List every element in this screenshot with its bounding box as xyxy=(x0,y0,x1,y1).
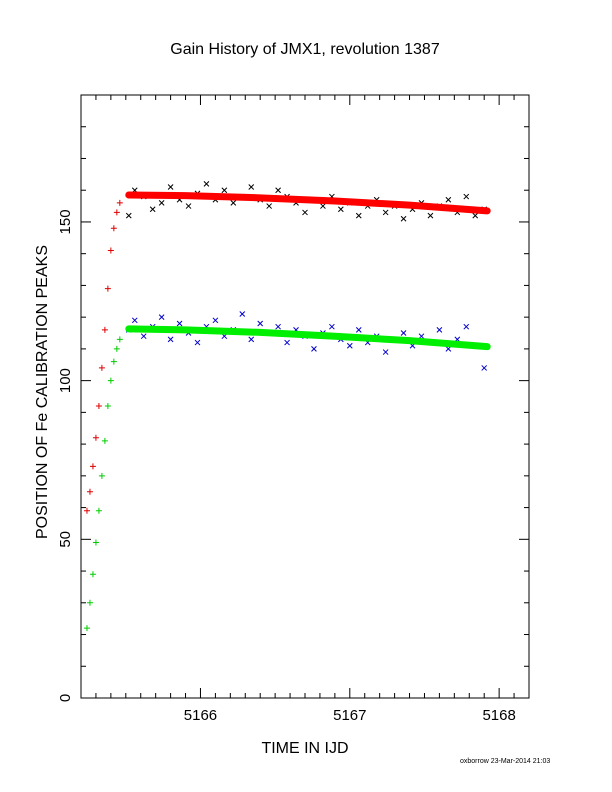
data-point xyxy=(481,365,488,371)
data-point xyxy=(337,206,344,213)
footer-credit: oxborrow 23-Mar-2014 21:03 xyxy=(460,758,551,765)
fit-line xyxy=(125,191,491,215)
data-point xyxy=(230,200,237,206)
data-point xyxy=(83,625,90,632)
data-point xyxy=(355,326,362,333)
data-point xyxy=(302,209,308,216)
data-point xyxy=(86,488,93,495)
fit-line xyxy=(125,325,491,351)
data-point xyxy=(113,209,120,216)
data-point xyxy=(355,212,362,219)
x-tick-label: 5167 xyxy=(333,707,366,724)
data-point xyxy=(257,320,264,327)
data-point xyxy=(98,472,105,479)
data-point xyxy=(320,203,326,209)
data-point xyxy=(382,209,389,216)
data-point xyxy=(158,200,165,206)
data-point xyxy=(110,225,117,232)
y-tick-label: 150 xyxy=(57,209,74,234)
data-point xyxy=(92,434,99,441)
data-point xyxy=(194,339,201,346)
data-point xyxy=(101,326,108,333)
data-point xyxy=(101,437,108,444)
data-point xyxy=(346,342,353,349)
data-point xyxy=(203,181,210,187)
data-point xyxy=(140,333,147,340)
data-point xyxy=(212,317,219,324)
data-point xyxy=(463,323,470,330)
y-axis: 0 50 100 150 xyxy=(57,94,529,702)
data-point xyxy=(472,212,479,219)
data-point xyxy=(275,323,281,330)
data-point xyxy=(158,314,165,321)
data-point xyxy=(185,203,192,209)
data-point xyxy=(104,403,111,410)
y-axis-label: POSITION OF Fe CALIBRATION PEAKS xyxy=(34,245,51,539)
data-point xyxy=(116,336,123,343)
data-point xyxy=(131,317,138,324)
data-point xyxy=(221,187,228,194)
data-point xyxy=(107,247,114,254)
data-point xyxy=(98,364,105,371)
data-point xyxy=(89,571,96,578)
data-point xyxy=(382,349,389,355)
y-tick-label: 100 xyxy=(57,368,74,393)
data-point xyxy=(83,507,90,514)
data-point xyxy=(86,599,93,606)
data-point xyxy=(107,377,114,384)
y-tick-label: 0 xyxy=(57,694,74,702)
data-point xyxy=(113,345,120,352)
plot-series xyxy=(83,181,491,632)
data-point xyxy=(418,333,425,340)
plot-frame xyxy=(80,94,530,699)
data-point xyxy=(167,184,174,190)
data-point xyxy=(116,199,123,206)
data-point xyxy=(463,193,470,200)
data-point xyxy=(400,215,407,222)
data-point xyxy=(104,285,111,292)
data-point xyxy=(284,339,290,346)
data-point xyxy=(329,323,335,330)
data-point xyxy=(248,184,255,190)
y-tick-label: 50 xyxy=(57,531,74,548)
data-point xyxy=(176,320,183,327)
x-axis: 5166 5167 5168 xyxy=(95,95,516,724)
data-point xyxy=(266,203,273,209)
data-point xyxy=(95,507,102,514)
data-point xyxy=(89,463,96,470)
data-point xyxy=(95,403,102,410)
data-point xyxy=(436,326,443,333)
data-point xyxy=(445,196,452,203)
data-point xyxy=(125,212,132,219)
data-point xyxy=(275,187,281,194)
chart-title: Gain History of JMX1, revolution 1387 xyxy=(170,41,440,58)
x-tick-label: 5168 xyxy=(482,707,515,724)
data-point xyxy=(311,346,317,352)
data-point xyxy=(248,336,255,343)
data-point xyxy=(427,212,434,219)
data-point xyxy=(167,336,174,343)
data-point xyxy=(110,358,117,365)
data-point xyxy=(239,311,246,317)
data-point xyxy=(400,330,407,336)
data-point xyxy=(92,539,99,546)
data-point xyxy=(149,206,156,213)
x-axis-label: TIME IN IJD xyxy=(261,740,348,757)
x-tick-label: 5166 xyxy=(184,707,217,724)
